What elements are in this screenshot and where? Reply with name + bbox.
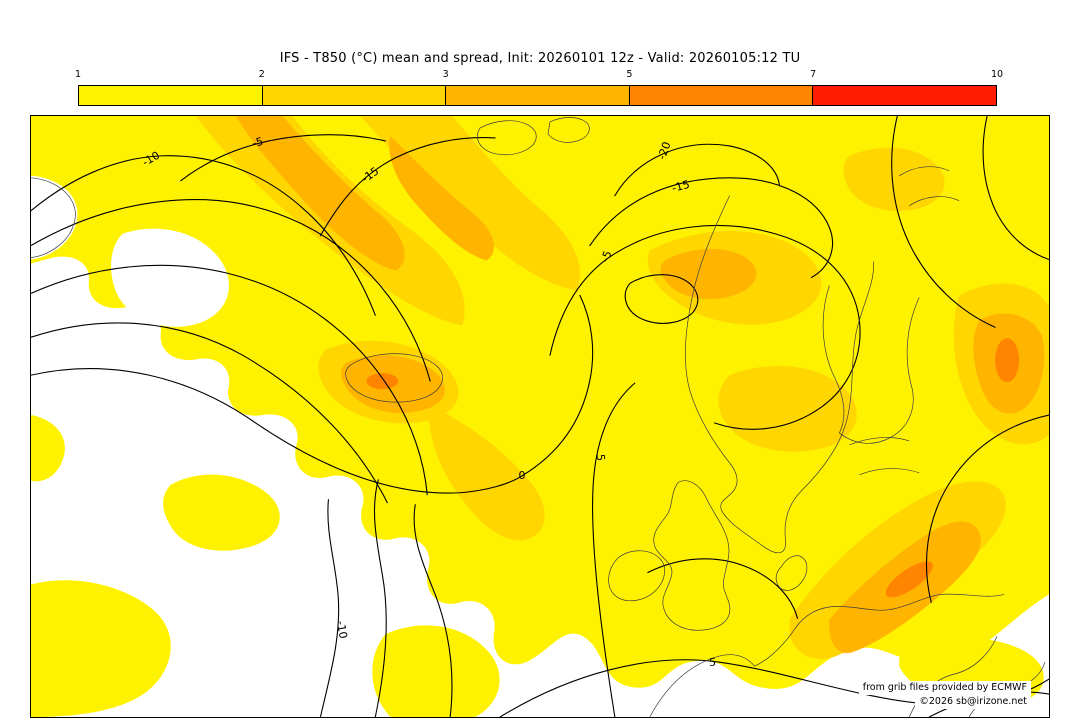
colorbar-tick: 1 [74,69,82,80]
spread-fill [360,116,581,291]
spread-hole [111,228,230,327]
contour-line [31,199,431,382]
coastline-continent [649,654,755,717]
contour-line [925,414,1049,603]
coastline-scandinavia [685,195,874,554]
coastline-bothnia [822,285,920,444]
contour-label: -20 [655,140,673,161]
contour-line [413,504,453,717]
coastline-denmark [775,555,808,591]
colorbar-tick: 10 [990,69,1004,80]
contour-label: -5 [599,249,615,264]
colorbar-tick: 5 [626,69,633,80]
contour-line [180,134,386,182]
colorbar-segment [629,86,814,105]
contour-line [591,382,636,717]
contour-line [647,558,799,619]
chart-title: IFS - T850 (°C) mean and spread, Init: 2… [279,51,801,66]
attribution: from grib files provided by ECMWF ©2026 … [858,680,1031,709]
contour-line [373,479,387,717]
coastline-great-britain [653,480,731,631]
contour-label: -15 [670,178,691,195]
contour-line [624,274,699,324]
spread-shading-orange [366,338,1020,598]
map-frame: -10 -5 -15 -20 -15 -5 0 5 -10 5 from gri… [30,115,1050,718]
contour-line [319,499,340,717]
spread-fill [31,415,65,482]
spread-colorbar [78,85,997,106]
spread-core [995,338,1020,383]
spread-fill [31,580,171,717]
contour-line [589,177,834,279]
colorbar-segment [262,86,447,105]
contour-line [614,143,781,197]
spread-core [366,373,399,390]
contour-label: 5 [709,656,716,669]
contour-line [549,224,861,430]
coastline-svalbard [547,117,590,143]
coastline-baltic [849,437,910,446]
spread-fill [660,248,757,300]
contour-line [982,116,1049,261]
contour-line [31,155,376,316]
coastline-svalbard [477,120,537,156]
contour-label: 5 [594,454,608,462]
weather-map-svg: -10 -5 -15 -20 -15 -5 0 5 -10 5 [31,116,1049,717]
spread-fill [718,365,857,452]
coastline-baltic [859,468,920,476]
colorbar-tick: 3 [442,69,449,80]
spread-fill [843,147,945,211]
contour-label: -10 [334,620,350,640]
contour-line [891,116,996,328]
colorbar-segment [446,86,630,105]
contour-line [31,294,594,494]
colorbar-segment [79,86,263,105]
coastline-continent [754,593,1005,667]
coastline-iceland [345,353,443,403]
spread-fill [163,474,280,551]
spread-fill [429,405,545,541]
spread-fill [389,135,494,261]
colorbar-ticks: 1 2 3 5 7 10 [74,69,1003,82]
attribution-copyright: ©2026 sb@irizone.net [915,694,1031,709]
mean-contours [31,116,1049,717]
coastline-kola [909,196,960,206]
colorbar-segment [813,86,996,105]
contour-label: 0 [519,469,526,482]
spread-fill [235,116,405,271]
contour-line [31,264,428,496]
coastline-kola [899,166,950,177]
contour-line [319,137,496,237]
contour-label: -5 [251,135,265,150]
colorbar-tick: 2 [258,69,265,80]
coastline-ireland [608,550,665,602]
contour-line [31,322,388,504]
colorbar-tick: 7 [810,69,817,80]
spread-fill [372,625,500,717]
spread-core [885,561,933,598]
attribution-source: from grib files provided by ECMWF [858,680,1031,695]
spread-shading-amber [235,116,1045,654]
coastline-greenland [31,177,76,258]
